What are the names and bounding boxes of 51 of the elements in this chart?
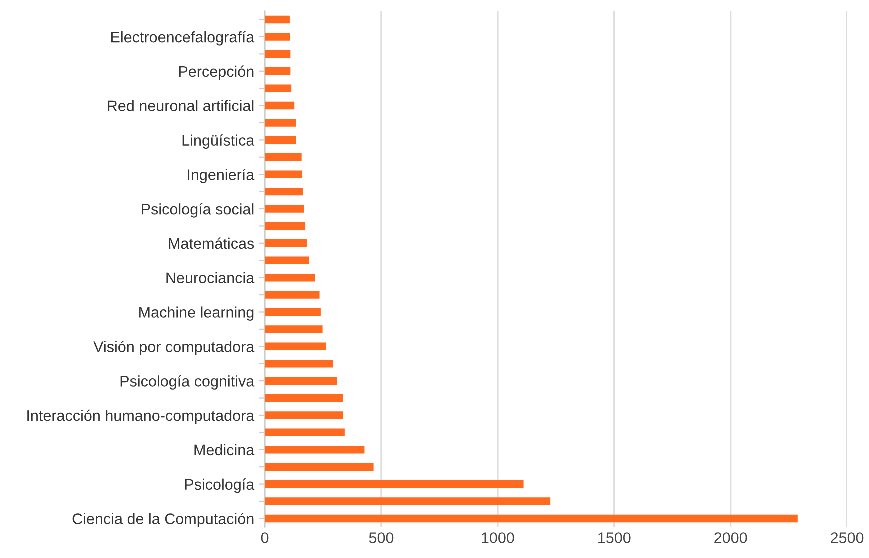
bar	[265, 428, 345, 437]
bar	[265, 84, 292, 92]
y-tick-label: Ciencia de la Computación	[72, 513, 254, 528]
bar	[265, 480, 524, 488]
bar	[265, 68, 291, 76]
bar	[265, 514, 798, 523]
bar	[265, 170, 303, 178]
x-tick-label: 2500	[831, 532, 864, 544]
y-tick-label: Percepción	[179, 66, 254, 80]
y-tick-label: Medicina	[194, 444, 255, 456]
y-tick-label: Visión por computadora	[94, 341, 255, 356]
bar	[265, 16, 290, 24]
y-tick-label: Neurociancia	[166, 272, 255, 284]
x-tick-label: 500	[369, 532, 394, 544]
bar	[265, 342, 326, 351]
y-tick-label: Matemáticas	[169, 238, 254, 250]
x-tick-label: 1500	[598, 532, 631, 544]
bar	[265, 326, 323, 334]
bar	[265, 33, 290, 41]
bar	[265, 188, 304, 196]
y-tick-label: Psicología social	[142, 203, 254, 218]
x-tick-label: 1000	[482, 532, 514, 544]
bar	[265, 394, 344, 402]
bar	[265, 50, 291, 58]
bar	[265, 256, 310, 265]
bar	[265, 446, 365, 454]
bar	[265, 498, 551, 506]
bar	[265, 154, 302, 162]
bar	[265, 136, 296, 144]
bar	[265, 412, 344, 420]
y-tick-label: Interacción humano-computadora	[28, 410, 255, 424]
y-tick-label: Lingüística	[182, 134, 255, 149]
bar	[265, 222, 306, 230]
bar	[265, 291, 320, 299]
y-tick-label: Psicología cognitiva	[120, 375, 255, 390]
bar	[265, 463, 374, 471]
x-tick-label: 2000	[714, 532, 748, 544]
y-tick-label: Machine learning	[140, 306, 254, 321]
x-tick-label: 0	[261, 532, 269, 544]
bar	[265, 377, 338, 385]
bar	[265, 360, 334, 368]
bar	[265, 205, 304, 213]
y-tick-label: Ingeniería	[188, 168, 255, 184]
bar	[265, 308, 321, 316]
bar	[265, 102, 295, 110]
y-tick-label: Red neuronal artificial	[108, 100, 254, 112]
bar	[265, 240, 308, 248]
bar	[265, 274, 316, 282]
bar	[265, 119, 296, 127]
y-tick-label: Electroencefalografía	[112, 31, 255, 46]
y-tick-label: Psicología	[185, 478, 255, 494]
